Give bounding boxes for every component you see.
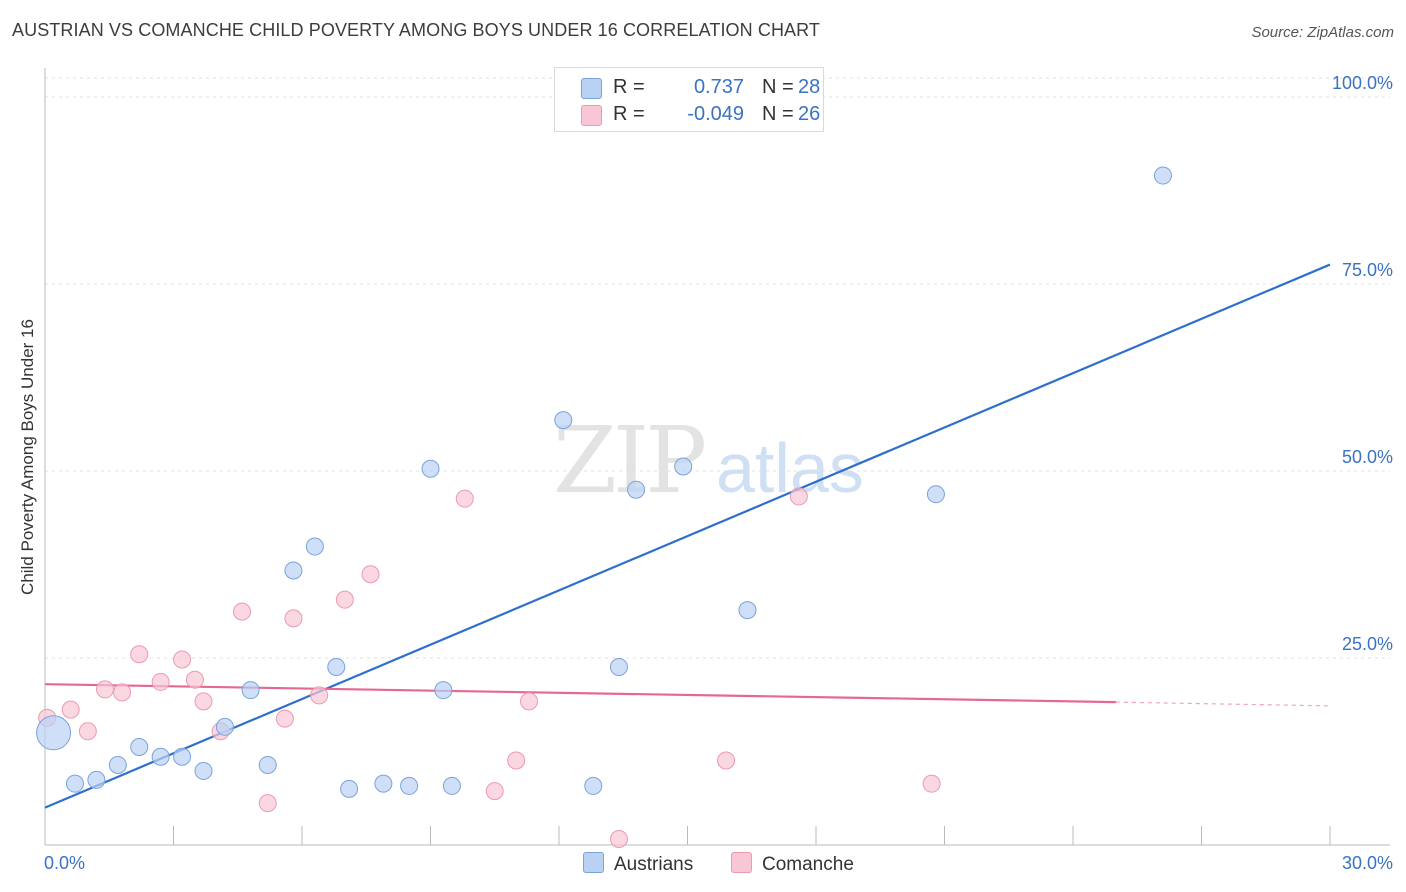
austrians-point: [674, 457, 693, 476]
n-label: N =: [762, 103, 794, 125]
comanche-point: [507, 751, 526, 770]
comanche-point: [335, 590, 354, 609]
n-value: 26: [798, 103, 821, 125]
austrians-point: [627, 480, 646, 499]
data-points: [36, 166, 1172, 849]
austrians-point: [374, 774, 393, 793]
comanche-trend-line-extension: [1115, 701, 1331, 707]
austrians-point: [584, 776, 603, 795]
comanche-point: [185, 670, 204, 689]
comanche-point: [275, 709, 294, 728]
x-tick-label: 0.0%: [44, 853, 85, 873]
austrians-point: [215, 717, 234, 736]
y-tick-label: 50.0%: [1342, 447, 1393, 467]
n-label: N =: [762, 76, 794, 98]
comanche-point: [258, 794, 277, 813]
austrians-trend-line: [44, 263, 1331, 809]
austrians-point: [738, 601, 757, 620]
comanche-point: [609, 830, 628, 849]
x-tick-label: 30.0%: [1342, 853, 1393, 873]
austrians-point: [434, 681, 453, 700]
austrians-point: [65, 774, 84, 793]
source-label: Source: ZipAtlas.com: [1251, 24, 1394, 41]
comanche-point: [361, 565, 380, 584]
comanche-point: [520, 692, 539, 711]
comanche-point: [78, 722, 97, 741]
austrians-point: [151, 747, 170, 766]
chart-title: AUSTRIAN VS COMANCHE CHILD POVERTY AMONG…: [12, 20, 821, 40]
austrians-point: [173, 747, 192, 766]
austrians-point: [340, 779, 359, 798]
y-tick-label: 25.0%: [1342, 634, 1393, 654]
austrians-point: [609, 657, 628, 676]
n-value: 28: [798, 76, 821, 98]
austrians-point: [554, 411, 573, 430]
austrians-legend-swatch: [583, 852, 604, 873]
austrians-point: [108, 755, 127, 774]
austrians-swatch: [581, 78, 602, 99]
legend-item-austrians: Austrians: [583, 852, 693, 876]
x-tick-labels: 0.0% 30.0%: [44, 853, 1393, 873]
r-value: -0.049: [687, 103, 744, 125]
correlation-legend: R = 0.737 N = 28 R = -0.049 N = 26: [554, 67, 824, 132]
comanche-point: [194, 692, 213, 711]
austrians-point: [241, 681, 260, 700]
comanche-point: [284, 609, 303, 628]
austrians-point: [305, 537, 324, 556]
y-tick-label: 75.0%: [1342, 260, 1393, 280]
austrians-point: [36, 715, 72, 751]
comanche-point: [95, 680, 114, 699]
austrians-point: [87, 770, 106, 789]
watermark: ZIP atlas: [553, 407, 864, 514]
comanche-trend-line: [44, 683, 1116, 704]
r-label: R =: [613, 103, 645, 125]
comanche-point: [130, 645, 149, 664]
y-tick-labels: 25.0% 50.0% 75.0% 100.0%: [1332, 73, 1393, 654]
austrians-point: [926, 485, 945, 504]
legend-item-comanche: Comanche: [731, 852, 854, 876]
comanche-legend-swatch: [731, 852, 752, 873]
comanche-legend-label: Comanche: [762, 854, 854, 875]
comanche-point: [233, 602, 252, 621]
grid-lines: [45, 77, 1390, 659]
comanche-point: [61, 700, 80, 719]
y-tick-label: 100.0%: [1332, 73, 1393, 93]
trend-lines: [44, 263, 1331, 809]
austrians-point: [258, 755, 277, 774]
austrians-point: [284, 561, 303, 580]
comanche-point: [173, 650, 192, 669]
comanche-point: [922, 774, 941, 793]
austrians-point: [1153, 166, 1172, 185]
austrians-point: [421, 459, 440, 478]
comanche-swatch: [581, 105, 602, 126]
austrians-legend-label: Austrians: [614, 854, 694, 875]
austrians-point: [442, 776, 461, 795]
comanche-point: [310, 686, 329, 705]
comanche-point: [717, 751, 736, 770]
comanche-point: [455, 489, 474, 508]
r-value: 0.737: [693, 76, 744, 98]
r-label: R =: [613, 76, 645, 98]
austrians-point: [327, 657, 346, 676]
comanche-point: [113, 683, 132, 702]
watermark-atlas: atlas: [716, 429, 864, 507]
austrians-point: [130, 738, 149, 757]
comanche-point: [789, 487, 808, 506]
comanche-point: [485, 782, 504, 801]
y-axis-label: Child Poverty Among Boys Under 16: [18, 319, 37, 595]
austrians-point: [400, 776, 419, 795]
comanche-point: [151, 672, 170, 691]
austrians-point: [194, 761, 213, 780]
